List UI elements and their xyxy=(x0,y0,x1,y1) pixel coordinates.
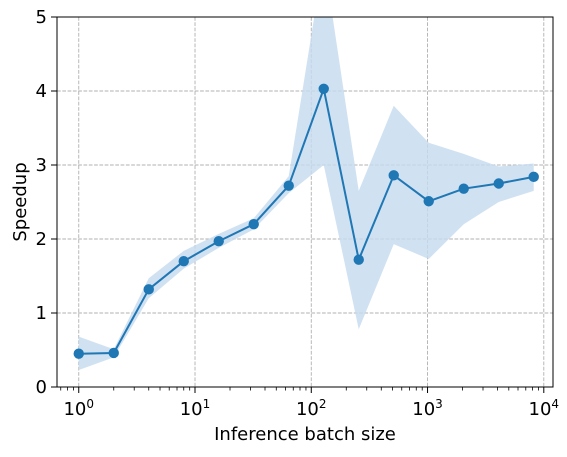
x-axis-label: Inference batch size xyxy=(214,424,396,445)
series-0-point-6 xyxy=(283,180,294,191)
series-0-point-5 xyxy=(248,218,259,230)
x-tick-label-exponent-2: 2 xyxy=(319,397,327,411)
y-tick-label-4: 4 xyxy=(36,81,47,102)
y-axis-label: Speedup xyxy=(10,162,31,241)
axis-layer xyxy=(51,16,554,393)
series-0-point-9 xyxy=(388,170,399,181)
y-tick-label-1: 1 xyxy=(36,303,47,324)
y-tick-label-2: 2 xyxy=(36,229,47,250)
series-0-point-3 xyxy=(178,256,189,267)
series-0-point-4 xyxy=(213,236,224,247)
x-tick-label-base-2: 10 xyxy=(296,399,319,420)
x-tick-label-exponent-4: 4 xyxy=(551,397,559,411)
series-0-point-2 xyxy=(143,284,154,295)
x-tick-label-exponent-3: 3 xyxy=(435,397,443,411)
plot-frame xyxy=(56,16,554,388)
x-tick-label-base-0: 10 xyxy=(63,399,86,420)
x-tick-label-exponent-0: 0 xyxy=(86,397,94,411)
x-tick-label-4: 104 xyxy=(529,397,560,420)
x-tick-label-3: 103 xyxy=(412,397,443,420)
x-tick-label-1: 101 xyxy=(180,397,211,420)
y-tick-label-5: 5 xyxy=(36,7,47,28)
x-tick-label-base-3: 10 xyxy=(412,399,435,420)
x-tick-label-2: 102 xyxy=(296,397,327,420)
point-layer xyxy=(73,83,539,359)
x-tick-label-base-1: 10 xyxy=(180,399,203,420)
series-0-point-13 xyxy=(528,171,539,183)
x-tick-label-exponent-1: 1 xyxy=(203,397,211,411)
series-0-point-7 xyxy=(318,83,329,94)
series-0-point-1 xyxy=(108,347,119,359)
series-0-point-12 xyxy=(493,178,504,189)
series-0-point-8 xyxy=(353,254,364,265)
series-0-point-10 xyxy=(423,196,434,207)
line-layer xyxy=(77,87,535,355)
x-tick-label-0: 100 xyxy=(63,397,94,420)
series-0-point-11 xyxy=(458,183,469,194)
series-0-line xyxy=(77,87,535,355)
y-tick-label-0: 0 xyxy=(36,377,47,398)
series-0-point-0 xyxy=(73,348,84,359)
y-tick-label-3: 3 xyxy=(36,155,47,176)
x-tick-label-base-4: 10 xyxy=(529,399,552,420)
